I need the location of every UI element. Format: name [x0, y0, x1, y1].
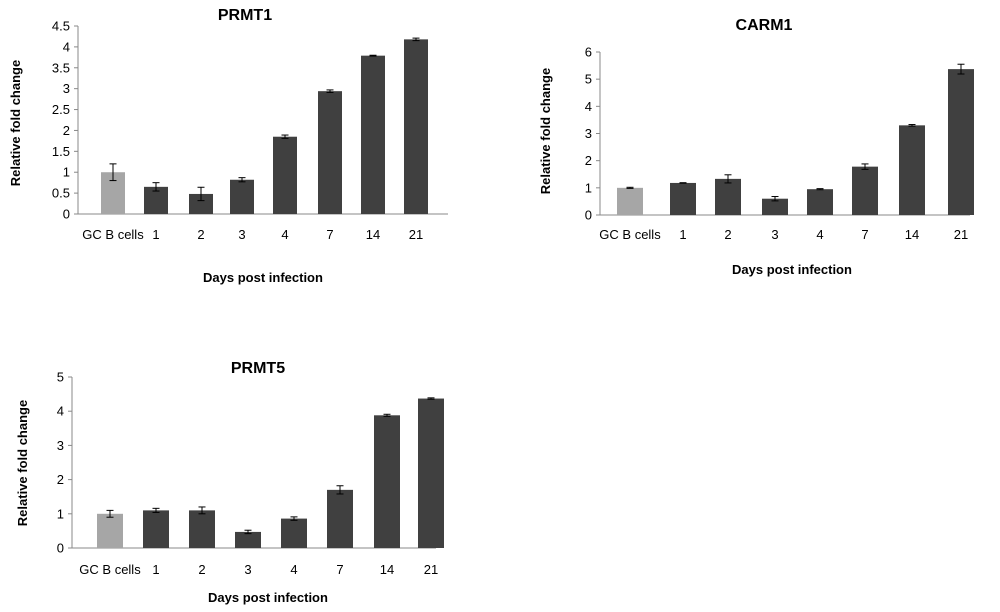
x-tick-label: 2 [724, 227, 731, 242]
bar-14 [361, 55, 385, 214]
bar-gc-b-cells [617, 187, 643, 215]
y-tick-label: 0.5 [52, 186, 70, 201]
x-tick-label: 1 [679, 227, 686, 242]
chart-prmt5-svg: PRMT5 Relative fold change Days post inf… [15, 360, 444, 605]
y-tick-label: 1.5 [52, 144, 70, 159]
y-axis-label: Relative fold change [8, 60, 23, 186]
bar-1 [670, 182, 696, 215]
x-tick-label: GC B cells [82, 227, 144, 242]
y-tick-label: 0 [57, 541, 64, 556]
bar-7 [318, 91, 342, 214]
x-tick-label: 4 [281, 227, 288, 242]
y-tick-label: 4 [63, 39, 70, 54]
y-tick-label: 0 [63, 207, 70, 222]
bar-7 [327, 489, 353, 548]
x-tick-label: GC B cells [79, 562, 141, 577]
x-tick-label: GC B cells [599, 227, 661, 242]
x-tick-label: 4 [290, 562, 297, 577]
y-axis-label: Relative fold change [15, 400, 30, 526]
x-axis-label: Days post infection [203, 270, 323, 285]
x-tick-label: 1 [152, 562, 159, 577]
x-tick-label: 1 [152, 227, 159, 242]
x-tick-label: 7 [861, 227, 868, 242]
y-tick-label: 2 [57, 472, 64, 487]
y-tick-label: 3 [63, 81, 70, 96]
y-tick-label: 1 [585, 180, 592, 195]
x-tick-label: 21 [409, 227, 423, 242]
x-tick-label: 7 [336, 562, 343, 577]
bar-14 [899, 125, 925, 215]
x-axis-label: Days post infection [732, 262, 852, 277]
chart-prmt5: PRMT5 Relative fold change Days post inf… [0, 350, 480, 607]
x-tick-label: 14 [366, 227, 380, 242]
y-tick-label: 3 [585, 126, 592, 141]
bar-7 [852, 166, 878, 215]
x-tick-label: 14 [905, 227, 919, 242]
bar-4 [273, 136, 297, 214]
bar-3 [762, 198, 788, 215]
bar-2 [189, 193, 213, 214]
y-tick-label: 5 [585, 72, 592, 87]
bar-1 [143, 510, 169, 548]
bar-21 [418, 398, 444, 548]
y-tick-label: 0 [585, 208, 592, 223]
chart-carm1: CARM1 Relative fold change Days post inf… [520, 0, 1000, 300]
chart-carm1-svg: CARM1 Relative fold change Days post inf… [538, 17, 974, 277]
y-tick-label: 2.5 [52, 102, 70, 117]
chart-prmt1-svg: PRMT1 Relative fold change Days post inf… [8, 7, 448, 285]
x-tick-label: 21 [424, 562, 438, 577]
bar-21 [404, 39, 428, 214]
y-tick-label: 1 [57, 506, 64, 521]
bar-gc-b-cells [97, 513, 123, 548]
chart-title: PRMT1 [218, 7, 272, 24]
x-tick-label: 14 [380, 562, 394, 577]
x-tick-label: 3 [244, 562, 251, 577]
x-tick-label: 2 [198, 562, 205, 577]
y-tick-label: 2 [63, 123, 70, 138]
x-tick-label: 21 [954, 227, 968, 242]
y-tick-label: 4 [57, 404, 64, 419]
x-tick-label: 3 [771, 227, 778, 242]
y-tick-label: 3 [57, 438, 64, 453]
x-tick-label: 4 [816, 227, 823, 242]
y-tick-label: 6 [585, 45, 592, 60]
x-axis-label: Days post infection [208, 590, 328, 605]
bar-4 [281, 518, 307, 548]
bar-2 [189, 510, 215, 548]
bar-3 [230, 179, 254, 214]
x-tick-label: 2 [197, 227, 204, 242]
chart-prmt1: PRMT1 Relative fold change Days post inf… [0, 0, 480, 300]
x-tick-label: 3 [238, 227, 245, 242]
bar-3 [235, 531, 261, 548]
y-tick-label: 5 [57, 370, 64, 385]
chart-title: PRMT5 [231, 360, 285, 377]
y-tick-label: 4.5 [52, 19, 70, 34]
y-tick-label: 3.5 [52, 60, 70, 75]
chart-title: CARM1 [736, 17, 793, 34]
y-tick-label: 4 [585, 99, 592, 114]
y-tick-label: 2 [585, 153, 592, 168]
y-tick-label: 1 [63, 165, 70, 180]
y-axis-label: Relative fold change [538, 68, 553, 194]
bar-14 [374, 415, 400, 548]
bar-21 [948, 69, 974, 216]
x-tick-label: 7 [326, 227, 333, 242]
bar-2 [715, 178, 741, 215]
bar-4 [807, 189, 833, 215]
